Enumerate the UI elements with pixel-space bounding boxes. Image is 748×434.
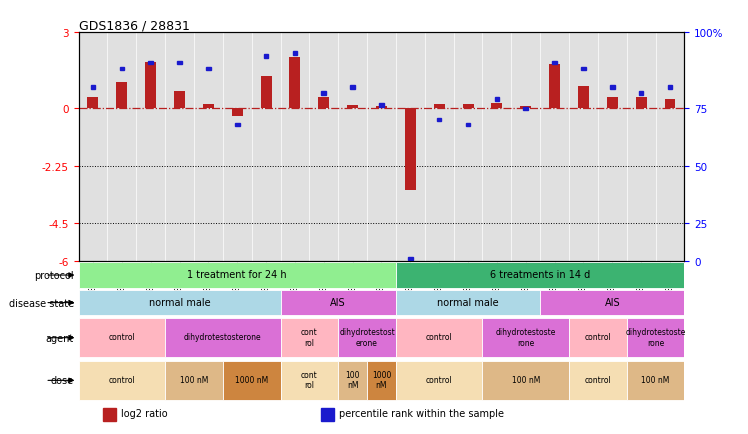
Text: 100
nM: 100 nM	[346, 370, 360, 389]
Bar	[79, 263, 396, 288]
Bar	[408, 257, 413, 260]
Bar	[223, 361, 280, 400]
Text: GDS1836 / 28831: GDS1836 / 28831	[79, 20, 189, 33]
Text: 1000 nM: 1000 nM	[235, 375, 269, 384]
Bar	[177, 62, 182, 65]
Bar	[664, 100, 675, 109]
Bar	[174, 92, 185, 109]
Bar	[405, 109, 416, 191]
Bar	[260, 76, 272, 109]
Text: 6 treatments in 14 d: 6 treatments in 14 d	[490, 270, 590, 280]
Bar	[280, 290, 396, 316]
Bar	[289, 57, 301, 109]
Bar	[203, 104, 214, 109]
Bar	[117, 83, 127, 109]
Bar	[232, 109, 242, 117]
Bar	[338, 319, 396, 358]
Text: control: control	[426, 375, 453, 384]
Bar	[321, 408, 334, 421]
Bar	[521, 107, 531, 109]
Text: dihydrotestosterone: dihydrotestosterone	[184, 332, 262, 342]
Bar	[540, 290, 684, 316]
Text: disease state: disease state	[8, 298, 74, 308]
Bar	[627, 361, 684, 400]
Bar	[165, 361, 223, 400]
Bar	[376, 107, 387, 109]
Bar	[569, 361, 627, 400]
Bar	[148, 62, 153, 65]
Text: agent: agent	[46, 333, 74, 343]
Bar	[91, 86, 95, 89]
Bar	[610, 86, 615, 89]
Text: AIS: AIS	[331, 297, 346, 307]
Text: log2 ratio: log2 ratio	[121, 408, 168, 418]
Bar	[145, 62, 156, 109]
Bar	[338, 361, 367, 400]
Text: 100 nM: 100 nM	[641, 375, 669, 384]
Bar	[319, 98, 329, 109]
Bar	[578, 86, 589, 109]
Bar	[482, 319, 569, 358]
Text: normal male: normal male	[149, 297, 210, 307]
Text: control: control	[108, 332, 135, 342]
Bar	[636, 98, 646, 109]
Bar	[607, 98, 618, 109]
Bar	[494, 98, 499, 102]
Bar	[434, 104, 444, 109]
Text: control: control	[108, 375, 135, 384]
Bar	[79, 319, 165, 358]
Bar	[280, 361, 338, 400]
Bar	[668, 86, 672, 89]
Bar	[264, 56, 269, 59]
Bar	[482, 361, 569, 400]
Bar	[102, 408, 116, 421]
Text: control: control	[584, 375, 611, 384]
Text: 100 nM: 100 nM	[512, 375, 540, 384]
Text: percentile rank within the sample: percentile rank within the sample	[339, 408, 504, 418]
Bar	[627, 319, 684, 358]
Bar	[79, 361, 165, 400]
Bar	[396, 290, 540, 316]
Bar	[581, 68, 586, 71]
Text: 1000
nM: 1000 nM	[372, 370, 391, 389]
Text: 100 nM: 100 nM	[180, 375, 208, 384]
Bar	[549, 65, 560, 109]
Bar	[79, 290, 280, 316]
Bar	[206, 68, 211, 71]
Bar	[367, 361, 396, 400]
Text: AIS: AIS	[604, 297, 620, 307]
Bar	[437, 119, 441, 122]
Text: dihydrotestoste
rone: dihydrotestoste rone	[625, 327, 686, 347]
Text: control: control	[584, 332, 611, 342]
Bar	[491, 103, 503, 109]
Text: cont
rol: cont rol	[301, 327, 318, 347]
Bar	[462, 104, 473, 109]
Bar	[120, 68, 124, 71]
Bar	[639, 92, 643, 95]
Bar	[165, 319, 280, 358]
Bar	[552, 62, 557, 65]
Text: dose: dose	[51, 375, 74, 385]
Text: 1 treatment for 24 h: 1 treatment for 24 h	[188, 270, 287, 280]
Bar	[347, 106, 358, 109]
Bar	[88, 98, 99, 109]
Text: protocol: protocol	[34, 270, 74, 280]
Bar	[396, 361, 482, 400]
Text: cont
rol: cont rol	[301, 370, 318, 389]
Bar	[280, 319, 338, 358]
Bar	[396, 263, 684, 288]
Bar	[292, 53, 297, 56]
Bar	[350, 86, 355, 89]
Text: dihydrotestoste
rone: dihydrotestoste rone	[495, 327, 556, 347]
Bar	[524, 107, 528, 111]
Bar	[379, 104, 384, 108]
Text: dihydrotestost
erone: dihydrotestost erone	[339, 327, 395, 347]
Text: control: control	[426, 332, 453, 342]
Bar	[235, 123, 239, 127]
Text: normal male: normal male	[438, 297, 499, 307]
Bar	[466, 123, 470, 127]
Bar	[322, 92, 326, 95]
Bar	[569, 319, 627, 358]
Bar	[396, 319, 482, 358]
